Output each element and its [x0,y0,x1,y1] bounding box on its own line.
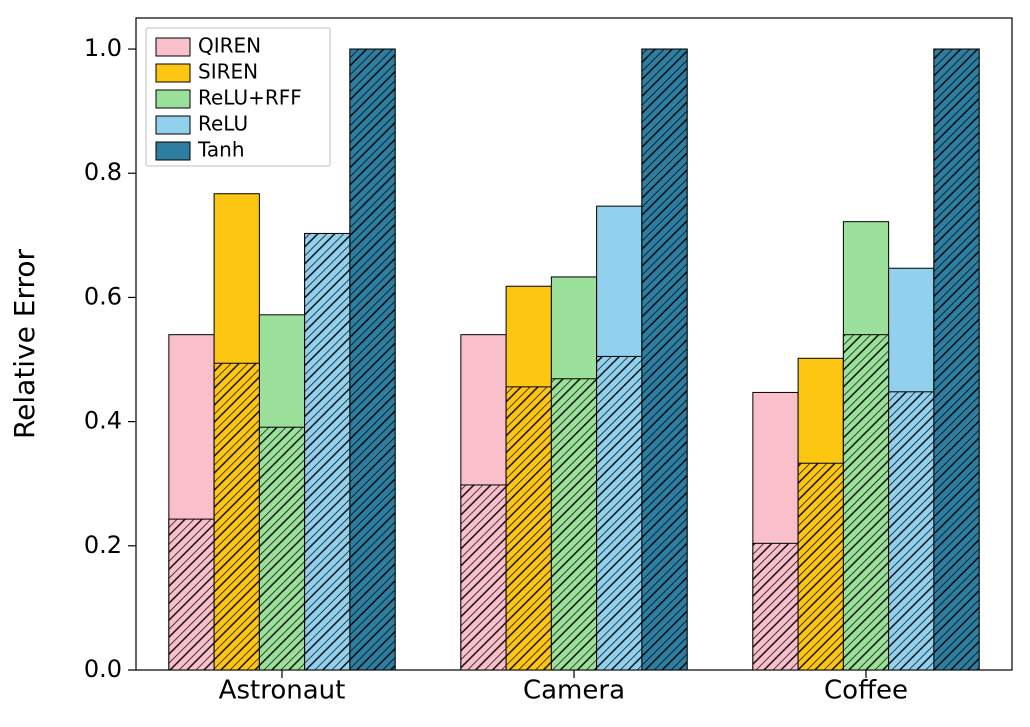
x-tick-label: Astronaut [219,675,346,705]
bar-hatched [798,463,843,670]
bar-hatched [597,356,642,670]
bar-hatched [259,427,304,670]
x-tick-label: Coffee [824,675,908,705]
bar-hatched [642,49,687,670]
legend-label: ReLU [198,112,248,136]
svg-text:0.2: 0.2 [84,531,122,559]
legend-label: Tanh [197,138,245,162]
svg-text:0.8: 0.8 [84,158,122,186]
bar-hatched [506,387,551,670]
legend-swatch [156,142,190,160]
bar-hatched [214,363,259,670]
svg-text:0.4: 0.4 [84,407,122,435]
y-axis-label: Relative Error [8,248,41,439]
bar-hatched [843,335,888,670]
legend-swatch [156,90,190,108]
legend-label: SIREN [198,60,258,84]
legend-swatch [156,116,190,134]
bar-chart: 0.0 0.2 0.4 0.6 0.8 1.0 Relative Error Astronau… [0,0,1030,727]
svg-text:0.0: 0.0 [84,655,122,683]
legend-label: ReLU+RFF [198,86,302,110]
bar-hatched [753,543,798,670]
bar-hatched [169,519,214,670]
svg-text:0.6: 0.6 [84,282,122,310]
legend-label: QIREN [198,34,261,58]
bar-hatched [305,233,350,670]
bar-hatched [551,379,596,670]
x-tick-label: Camera [523,675,625,705]
bar-hatched [934,49,979,670]
legend-swatch [156,38,190,56]
legend-swatch [156,64,190,82]
bar-hatched [350,49,395,670]
bar-hatched [889,392,934,670]
bar-hatched [461,485,506,670]
svg-text:1.0: 1.0 [84,34,122,62]
chart-container: 0.0 0.2 0.4 0.6 0.8 1.0 Relative Error Astronau… [0,0,1030,727]
